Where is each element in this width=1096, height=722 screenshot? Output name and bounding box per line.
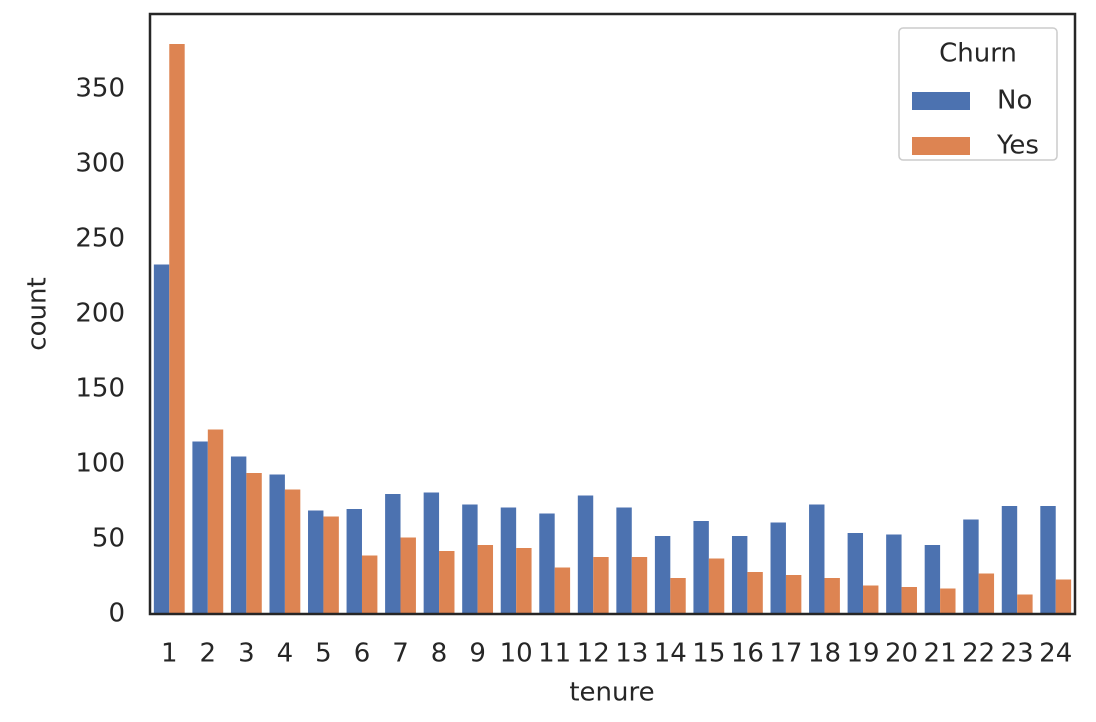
bar: [477, 545, 494, 614]
x-tick-label: 21: [924, 639, 957, 669]
bar: [631, 557, 648, 614]
x-tick-label: 8: [431, 639, 448, 669]
bar: [284, 489, 301, 614]
x-tick-label: 2: [200, 639, 217, 669]
bar: [924, 545, 941, 614]
bar: [554, 567, 571, 614]
y-tick-label: 300: [75, 149, 125, 179]
bar: [269, 474, 285, 614]
bar: [1040, 506, 1056, 614]
x-tick-label: 6: [354, 639, 371, 669]
y-axis-label: count: [23, 277, 53, 350]
bar: [593, 557, 609, 614]
bar: [230, 456, 247, 614]
bar: [153, 264, 170, 614]
x-tick-label: 15: [692, 639, 725, 669]
y-tick-label: 150: [75, 374, 125, 404]
bar: [886, 534, 902, 614]
bar: [423, 492, 440, 614]
x-tick-label: 24: [1039, 639, 1072, 669]
x-tick-label: 19: [846, 639, 879, 669]
bar: [500, 507, 517, 614]
x-tick-label: 22: [962, 639, 995, 669]
x-tick-label: 5: [315, 639, 332, 669]
bar: [670, 578, 686, 614]
bar: [169, 44, 185, 614]
legend-label: No: [997, 86, 1032, 116]
bar: [246, 473, 262, 614]
bar: [978, 573, 995, 614]
x-tick-label: 23: [1001, 639, 1034, 669]
x-tick-label: 13: [615, 639, 648, 669]
y-tick-label: 50: [92, 524, 125, 554]
legend-swatch: [912, 137, 970, 155]
bar: [901, 587, 917, 614]
bar: [824, 578, 840, 614]
bar: [770, 522, 786, 614]
plot-frame: [148, 12, 1077, 616]
bar: [192, 441, 208, 614]
legend-title: Churn: [939, 39, 1017, 69]
bar: [1055, 579, 1072, 614]
x-tick-label: 14: [654, 639, 687, 669]
bar: [539, 513, 555, 614]
x-tick-label: 4: [277, 639, 294, 669]
bar: [346, 509, 362, 614]
bar: [385, 494, 401, 614]
bar: [616, 507, 632, 614]
bar: [809, 504, 825, 614]
bar: [785, 575, 802, 614]
bar: [963, 519, 979, 614]
x-tick-label: 12: [577, 639, 610, 669]
bar: [847, 533, 864, 614]
bar: [323, 516, 339, 614]
bar: [207, 429, 224, 614]
bar: [400, 537, 416, 614]
bar: [940, 588, 956, 614]
bar: [863, 585, 879, 614]
legend-box: [898, 27, 1058, 161]
bar: [654, 536, 671, 614]
y-tick-label: 350: [75, 74, 125, 104]
y-tick-label: 250: [75, 224, 125, 254]
bar: [1017, 594, 1033, 614]
x-tick-label: 10: [500, 639, 533, 669]
bar: [693, 521, 709, 614]
x-tick-label: 3: [238, 639, 255, 669]
x-tick-label: 17: [769, 639, 802, 669]
x-tick-label: 7: [392, 639, 409, 669]
x-tick-label: 11: [538, 639, 571, 669]
y-tick-label: 200: [75, 299, 125, 329]
bar: [462, 504, 478, 614]
x-tick-label: 20: [885, 639, 918, 669]
bar: [747, 572, 763, 614]
x-axis-label: tenure: [569, 678, 654, 708]
bar: [308, 510, 324, 614]
bar: [708, 558, 725, 614]
legend-label: Yes: [996, 131, 1039, 161]
legend-swatch: [912, 92, 970, 110]
y-tick-label: 0: [108, 599, 125, 629]
x-tick-label: 1: [161, 639, 178, 669]
bar: [1001, 506, 1018, 614]
x-tick-label: 16: [731, 639, 764, 669]
bar: [361, 555, 378, 614]
y-tick-label: 100: [75, 449, 125, 479]
x-tick-label: 18: [808, 639, 841, 669]
bar: [731, 536, 748, 614]
bar: [439, 551, 455, 614]
bar: [516, 548, 532, 614]
bar: [577, 495, 594, 614]
x-tick-label: 9: [469, 639, 486, 669]
